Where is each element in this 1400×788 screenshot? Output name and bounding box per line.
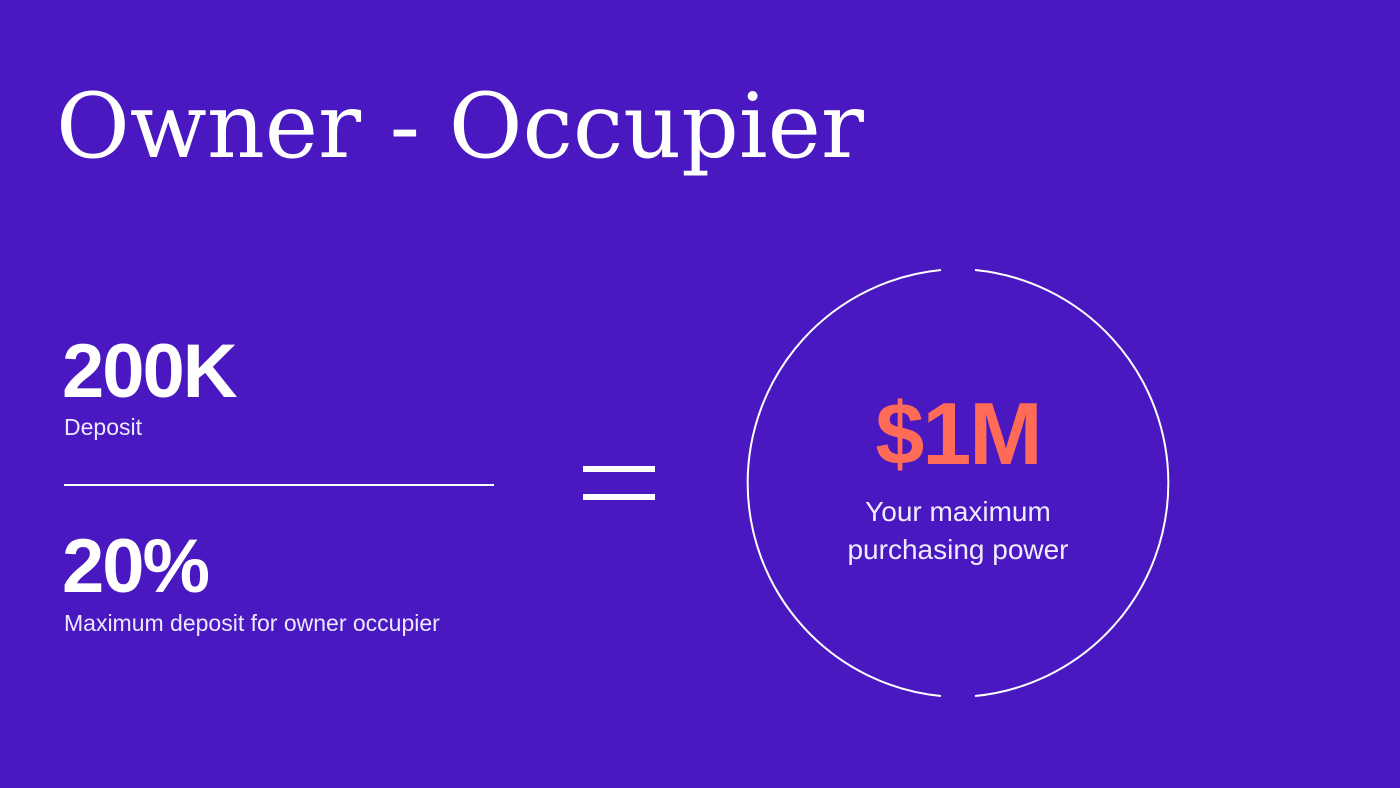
equals-bar-top [583, 466, 655, 472]
caption-line-2: purchasing power [847, 534, 1069, 565]
percent-value: 20% [62, 524, 210, 609]
circle-arc-right [974, 269, 1170, 697]
purchasing-power-amount: $1M [875, 384, 1042, 483]
circle-arc-left [746, 269, 942, 697]
deposit-label: Deposit [64, 414, 142, 440]
deposit-value: 200K [62, 329, 238, 414]
caption-line-1: Your maximum [865, 496, 1051, 527]
page-title: Owner - Occupier [56, 74, 864, 179]
purchasing-power-caption: Your maximum purchasing power [758, 493, 1158, 569]
percent-label: Maximum deposit for owner occupier [64, 610, 440, 636]
equals-bar-bottom [583, 494, 655, 500]
divider [64, 484, 494, 486]
